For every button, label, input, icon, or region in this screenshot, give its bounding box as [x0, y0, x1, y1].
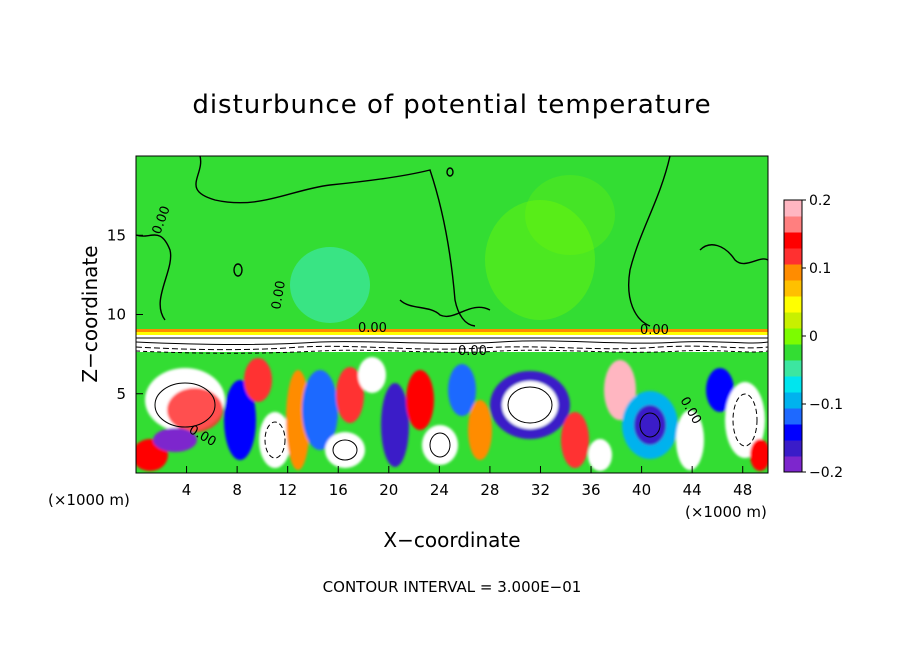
- colorbar-swatch: [784, 360, 802, 377]
- inversion-band-white: [136, 335, 768, 353]
- inversion-band-yellow: [136, 332, 768, 335]
- y-tick-label: 10: [107, 306, 126, 324]
- contour-lines: [136, 156, 768, 327]
- y-axis: 5 10 15: [107, 226, 143, 403]
- light-green-patch: [525, 175, 615, 255]
- colorbar-swatch: [784, 328, 802, 345]
- plot-area: 0.00 0.00 0.00 0.00 0.00 0.00 0.00: [136, 156, 768, 473]
- x-tick-label: 48: [733, 481, 752, 499]
- colorbar-ticks: 0.2 0.1 0 −0.1 −0.2: [802, 193, 843, 481]
- contour-interval-note: CONTOUR INTERVAL = 3.000E−01: [323, 578, 582, 596]
- cyan-patch: [290, 247, 370, 323]
- contour-label: 0.00: [640, 323, 669, 338]
- colorbar-swatch: [784, 456, 802, 473]
- chart-title: disturbunce of potential temperature: [192, 90, 711, 120]
- colorbar-swatch: [784, 264, 802, 281]
- light-green-patch: [485, 200, 595, 320]
- upper-field: [136, 156, 768, 336]
- colorbar-swatch: [784, 248, 802, 265]
- colorbar-swatch: [784, 408, 802, 425]
- y-tick-label: 15: [107, 226, 126, 244]
- colorbar-tick-label: −0.1: [809, 397, 843, 413]
- colorbar-swatch: [784, 392, 802, 409]
- y-tick-label: 5: [116, 385, 126, 403]
- colorbar-swatch: [784, 344, 802, 361]
- x-tick-label: 16: [329, 481, 348, 499]
- colorbar-tick-label: −0.2: [809, 465, 843, 481]
- y-axis-label: Z−coordinate: [78, 245, 102, 382]
- lower-contours: [154, 382, 758, 461]
- colorbar-swatch: [784, 280, 802, 297]
- inversion-contours: [136, 337, 768, 354]
- x-tick-label: 28: [480, 481, 499, 499]
- x-tick-label: 44: [683, 481, 702, 499]
- colorbar-swatch: [784, 232, 802, 249]
- inversion-band-top: [136, 329, 768, 332]
- colorbar-tick-label: 0.1: [809, 261, 831, 277]
- x-tick-label: 20: [379, 481, 398, 499]
- colorbar-tick-label: 0: [809, 329, 818, 345]
- colorbar-swatch: [784, 376, 802, 393]
- contour-label: 0.00: [458, 344, 487, 359]
- contour-label: 0.00: [269, 280, 289, 311]
- colorbar: [784, 200, 802, 473]
- colorbar-swatch: [784, 424, 802, 441]
- x-axis-label: X−coordinate: [383, 528, 520, 552]
- contour-label: 0.00: [358, 321, 387, 336]
- colorbar-swatch: [784, 312, 802, 329]
- colorbar-swatch: [784, 200, 802, 217]
- x-tick-label: 40: [632, 481, 651, 499]
- x-tick-label: 32: [531, 481, 550, 499]
- x-unit-label-right: (×1000 m): [685, 503, 767, 521]
- x-tick-label: 8: [232, 481, 242, 499]
- colorbar-swatch: [784, 216, 802, 233]
- x-tick-label: 12: [278, 481, 297, 499]
- colorbar-tick-label: 0.2: [809, 193, 831, 209]
- eddy-structures: [136, 357, 768, 471]
- x-tick-label: 36: [581, 481, 600, 499]
- x-axis: 4 8 12 16 20 24 28 32 36 40 44 48: [182, 466, 752, 499]
- colorbar-swatch: [784, 296, 802, 313]
- x-unit-label-left: (×1000 m): [48, 491, 130, 509]
- colorbar-swatch: [784, 440, 802, 457]
- x-tick-label: 24: [430, 481, 449, 499]
- x-tick-label: 4: [182, 481, 192, 499]
